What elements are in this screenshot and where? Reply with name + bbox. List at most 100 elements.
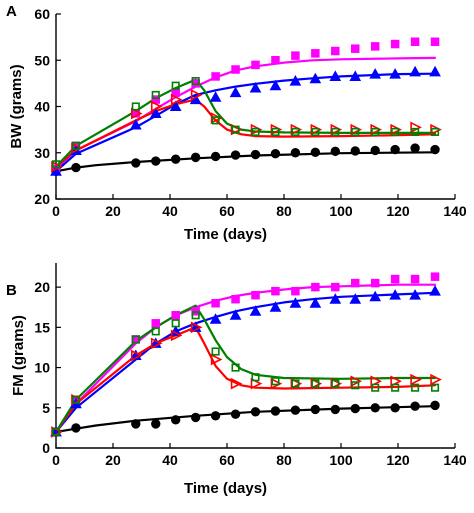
y-tick-label: 60 bbox=[34, 6, 50, 22]
series-3-data-point bbox=[430, 373, 442, 386]
series-1-data-point bbox=[311, 282, 320, 292]
x-tick-label: 100 bbox=[329, 452, 353, 468]
series-2-data-point bbox=[209, 91, 222, 102]
series-4-data-point bbox=[211, 116, 220, 125]
series-0-data-point bbox=[430, 400, 440, 411]
series-1-data-point bbox=[151, 319, 160, 328]
series-1-data-point bbox=[351, 278, 360, 288]
series-4-data-point bbox=[191, 311, 200, 320]
x-tick-label: 60 bbox=[219, 452, 235, 468]
x-tick-label: 0 bbox=[52, 452, 60, 468]
series-4-data-point bbox=[311, 379, 320, 388]
series-0-data-point bbox=[350, 146, 360, 156]
x-axis-label: Time (days) bbox=[184, 480, 267, 497]
series-1-data-point bbox=[351, 44, 360, 53]
series-1-data-point bbox=[390, 39, 400, 49]
x-tick-label: 80 bbox=[276, 452, 292, 468]
series-2-data-point bbox=[289, 297, 302, 308]
series-4-data-point bbox=[311, 127, 320, 136]
y-tick-label: 20 bbox=[34, 279, 50, 295]
series-0-data-point bbox=[270, 406, 281, 416]
series-4-data-point bbox=[131, 335, 140, 344]
x-tick-label: 20 bbox=[105, 452, 121, 468]
series-4-data-point bbox=[371, 127, 380, 136]
series-3-data-point bbox=[190, 89, 203, 101]
series-0-fit-line bbox=[54, 151, 437, 173]
x-axis-label: Time (days) bbox=[184, 226, 267, 243]
series-2-data-point bbox=[209, 313, 222, 324]
panel-b: B 0 20 40 60 80 100 120 140 0 5 10 15 20 Time (days) FM… bbox=[6, 263, 467, 497]
series-0-data-point bbox=[71, 162, 81, 173]
series-2-data-point bbox=[269, 301, 282, 312]
series-0-data-point bbox=[250, 149, 261, 160]
series-0-data-point bbox=[350, 403, 360, 414]
series-0-data-point bbox=[290, 405, 301, 415]
series-4-data-point bbox=[171, 319, 180, 328]
series-2-data-point bbox=[289, 75, 302, 86]
series-4-data-point bbox=[291, 127, 300, 136]
series-4-data-point bbox=[71, 141, 80, 150]
series-3-data-point bbox=[170, 329, 183, 342]
x-tick-label: 100 bbox=[329, 203, 353, 219]
series-0-data-point bbox=[131, 158, 141, 168]
series-4-data-point bbox=[51, 160, 61, 169]
x-tick-label: 120 bbox=[386, 203, 410, 219]
series-4-data-point bbox=[371, 383, 380, 392]
series-1-data-point bbox=[271, 56, 280, 65]
series-4-data-point bbox=[51, 427, 61, 436]
series-4-data-point bbox=[351, 127, 360, 136]
series-2-data-point bbox=[369, 290, 382, 302]
x-tick-label: 140 bbox=[443, 203, 467, 219]
y-axis-label: FM (grams) bbox=[10, 315, 27, 396]
series-3-data-point bbox=[410, 373, 422, 386]
series-1-data-point bbox=[311, 49, 320, 58]
series-1-data-point bbox=[291, 286, 300, 296]
series-1-data-point bbox=[430, 37, 440, 46]
series-2-data-point bbox=[249, 305, 262, 316]
series-4-data-point bbox=[411, 127, 420, 136]
series-1-data-point bbox=[410, 37, 420, 46]
y-tick-label: 20 bbox=[34, 191, 50, 207]
panel-letter: A bbox=[6, 3, 17, 20]
series-4-fit-line bbox=[54, 78, 437, 168]
series-1-data-point bbox=[331, 46, 340, 56]
series-4-data-point bbox=[151, 90, 160, 99]
series-0-data-point bbox=[270, 148, 281, 159]
x-tick-label: 40 bbox=[162, 203, 178, 219]
series-2-data-point bbox=[429, 65, 441, 77]
series-0-data-point bbox=[390, 403, 400, 413]
series-1-data-point bbox=[211, 72, 220, 81]
series-3-data-point bbox=[390, 375, 402, 388]
series-4-data-point bbox=[171, 81, 180, 90]
series-1-data-point bbox=[251, 290, 260, 300]
series-4-data-point bbox=[430, 383, 440, 392]
series-1-data-point bbox=[331, 282, 340, 292]
series-0-data-point bbox=[151, 156, 161, 166]
series-4-data-point bbox=[131, 102, 140, 111]
x-tick-label: 0 bbox=[52, 203, 60, 219]
series-1-data-point bbox=[291, 51, 300, 60]
series-3-data-point bbox=[410, 121, 422, 134]
series-3-fit-line bbox=[54, 326, 437, 433]
series-3-data-point bbox=[210, 353, 223, 366]
series-1-data-point bbox=[171, 311, 180, 320]
series-0-data-point bbox=[230, 409, 241, 419]
series-2-data-point bbox=[129, 118, 142, 130]
y-tick-label: 0 bbox=[42, 440, 50, 456]
series-2-data-point bbox=[149, 107, 162, 118]
series-0-data-point bbox=[171, 415, 181, 425]
series-4-data-point bbox=[430, 127, 440, 136]
x-tick-label: 80 bbox=[276, 203, 292, 219]
series-0-data-point bbox=[370, 403, 380, 413]
series-4-data-point bbox=[251, 373, 260, 382]
series-0-data-point bbox=[230, 150, 241, 160]
series-2-data-point bbox=[389, 289, 401, 300]
series-2-data-point bbox=[409, 65, 421, 77]
y-tick-label: 5 bbox=[42, 400, 50, 416]
series-4-data-point bbox=[331, 379, 340, 388]
x-tick-label: 40 bbox=[162, 452, 178, 468]
series-1-data-point bbox=[271, 286, 280, 296]
series-2-data-point bbox=[389, 68, 401, 79]
series-4-data-point bbox=[71, 395, 80, 404]
